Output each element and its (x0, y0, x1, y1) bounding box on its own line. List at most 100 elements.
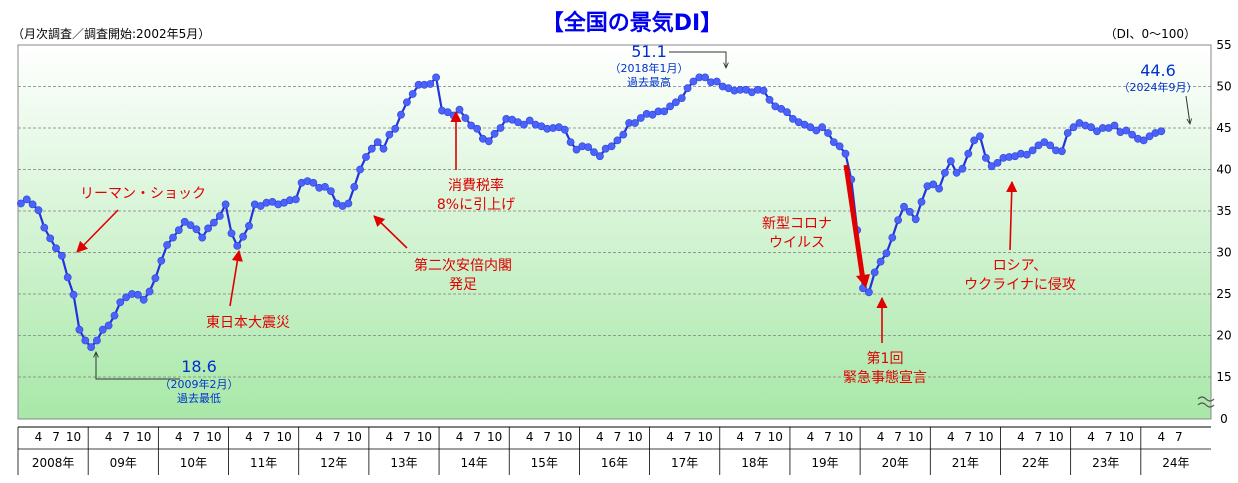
callout-high-leader (669, 51, 726, 68)
callout-low-leader (96, 352, 180, 380)
data-point (888, 233, 897, 242)
annotation-arrow (1006, 180, 1018, 251)
month-tick-label: 7 (614, 430, 622, 444)
data-point (929, 180, 938, 189)
month-tick-label: 10 (206, 430, 221, 444)
data-point (402, 98, 411, 107)
data-point (613, 136, 622, 145)
data-point (689, 77, 698, 86)
month-tick-label: 4 (1017, 430, 1025, 444)
month-tick-label: 4 (736, 430, 744, 444)
month-tick-label: 10 (627, 430, 642, 444)
data-point (1028, 146, 1037, 155)
annotation-russia-ukraine: ウクライナに侵攻 (964, 276, 1076, 293)
data-point (1128, 130, 1136, 139)
data-point (607, 142, 616, 151)
data-point (157, 256, 166, 265)
data-point (198, 233, 207, 242)
data-point (256, 202, 265, 210)
data-point (958, 164, 967, 173)
data-point (391, 124, 400, 133)
annotation-arrow (373, 215, 408, 249)
data-point (520, 120, 528, 129)
data-point (596, 152, 604, 161)
data-point (16, 199, 25, 208)
data-point (712, 77, 721, 86)
year-label: 19年 (811, 456, 838, 470)
annotation-emergency: 第1回 (867, 350, 904, 367)
data-point (946, 157, 955, 166)
data-point (209, 218, 218, 227)
month-tick-label: 4 (526, 430, 534, 444)
month-tick-label: 4 (386, 430, 394, 444)
year-label: 21年 (952, 456, 979, 470)
data-point (1139, 136, 1148, 145)
data-point (432, 73, 440, 82)
annotation-covid: ウイルス (769, 235, 825, 251)
data-point (935, 184, 943, 193)
data-point (490, 129, 499, 138)
data-point (841, 149, 850, 158)
data-point (1022, 150, 1031, 159)
month-tick-label: 7 (333, 430, 341, 444)
data-point (233, 241, 242, 250)
data-point (145, 287, 154, 296)
year-label: 10年 (180, 456, 207, 470)
data-point (186, 221, 195, 229)
plot-border (17, 44, 1212, 420)
data-point (982, 153, 990, 162)
y-tick-label: 30 (1216, 246, 1231, 260)
month-tick-label: 10 (908, 430, 923, 444)
data-point (34, 206, 43, 215)
annotation-tax-hike: 8%に引上げ (437, 197, 515, 213)
month-tick-label: 7 (1035, 430, 1043, 444)
month-tick-label: 7 (543, 430, 551, 444)
data-point (683, 84, 692, 93)
axis-break-icon (1197, 396, 1215, 408)
data-point (987, 162, 996, 171)
data-point (917, 197, 926, 206)
month-tick-label: 7 (964, 430, 972, 444)
month-tick-label: 7 (122, 430, 130, 444)
year-label: 15年 (531, 456, 558, 470)
month-tick-label: 7 (894, 430, 902, 444)
annotation-earthquake: 東日本大震災 (206, 315, 290, 331)
data-point (63, 273, 72, 282)
month-tick-label: 7 (1175, 430, 1183, 444)
month-tick-label: 10 (838, 430, 853, 444)
year-label: 22年 (1022, 456, 1049, 470)
data-point (455, 105, 464, 114)
data-point (379, 144, 388, 153)
month-tick-label: 4 (596, 430, 604, 444)
month-tick-label: 10 (1048, 430, 1063, 444)
data-point (46, 234, 55, 243)
data-point (367, 144, 376, 153)
month-tick-label: 10 (557, 430, 572, 444)
month-tick-label: 7 (1105, 430, 1113, 444)
data-point (812, 126, 821, 135)
data-point (970, 136, 979, 145)
data-point (701, 73, 709, 82)
year-label: 09年 (110, 456, 137, 470)
plot-background (18, 45, 1211, 419)
callout-high-sub: 過去最高 (627, 75, 671, 89)
callout-low-sub: 過去最低 (177, 392, 221, 405)
annotation-arrow-bold (843, 164, 866, 281)
y-tick-label: 40 (1216, 163, 1231, 177)
data-point (660, 107, 669, 116)
data-point (1145, 132, 1154, 141)
data-point (976, 132, 984, 141)
month-tick-label: 4 (1157, 430, 1165, 444)
year-label: 12年 (320, 456, 347, 470)
data-point (829, 138, 838, 146)
data-point (1093, 127, 1101, 136)
data-point (964, 149, 973, 158)
data-point (783, 108, 791, 117)
month-tick-label: 10 (487, 430, 502, 444)
year-label: 16年 (601, 456, 628, 470)
data-point (69, 290, 78, 299)
data-point (58, 251, 66, 260)
month-tick-label: 7 (684, 430, 692, 444)
data-point (245, 221, 253, 230)
